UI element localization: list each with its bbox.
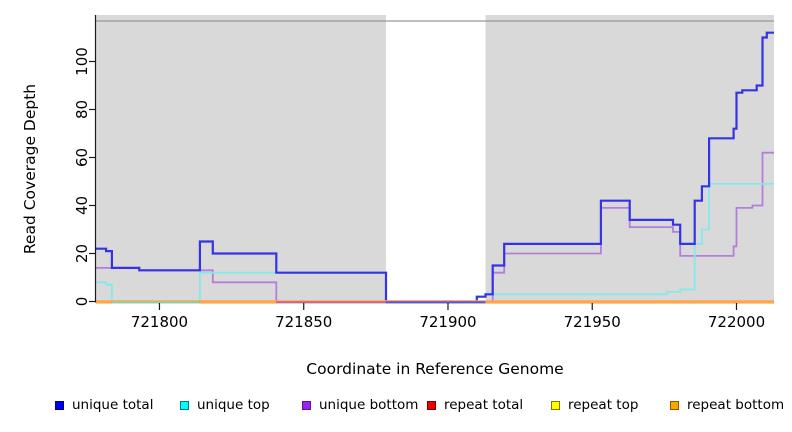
x-axis-title: Coordinate in Reference Genome <box>306 360 564 378</box>
legend-label: unique total <box>72 397 154 413</box>
y-tick-label: 40 <box>73 196 91 215</box>
legend-swatch-icon <box>302 400 311 410</box>
x-tick-label: 721850 <box>275 313 332 331</box>
legend-item-repeat-total: repeat total <box>427 396 523 414</box>
y-tick-label: 0 <box>73 297 91 307</box>
legend-swatch-icon <box>180 400 189 410</box>
legend-label: repeat total <box>444 397 524 413</box>
legend-swatch-icon <box>55 400 64 410</box>
series-line-unique-total <box>96 31 774 303</box>
legend-swatch-icon <box>670 400 679 410</box>
legend-item-repeat-bottom: repeat bottom <box>670 396 784 414</box>
legend: unique total unique top unique bottom repea… <box>0 396 792 420</box>
legend-item-unique-bottom: unique bottom <box>302 396 418 414</box>
y-axis-title: Read Coverage Depth <box>21 83 39 255</box>
y-tick-label: 60 <box>73 148 91 167</box>
legend-item-unique-total: unique total <box>55 396 153 414</box>
y-tick-label: 100 <box>73 47 91 76</box>
masked-region <box>385 15 486 303</box>
legend-label: unique bottom <box>319 397 419 413</box>
legend-item-repeat-top: repeat top <box>551 396 638 414</box>
legend-swatch-icon <box>427 400 436 410</box>
legend-label: repeat top <box>568 397 639 413</box>
legend-label: repeat bottom <box>687 397 785 413</box>
legend-item-unique-top: unique top <box>180 396 270 414</box>
x-tick-label: 721900 <box>419 313 476 331</box>
y-tick-label: 20 <box>73 244 91 263</box>
legend-swatch-icon <box>551 400 560 410</box>
y-tick-label: 80 <box>73 100 91 119</box>
x-tick-label: 721800 <box>131 313 188 331</box>
legend-label: unique top <box>197 397 270 413</box>
x-tick-label: 721950 <box>564 313 621 331</box>
x-tick-label: 722000 <box>708 313 765 331</box>
